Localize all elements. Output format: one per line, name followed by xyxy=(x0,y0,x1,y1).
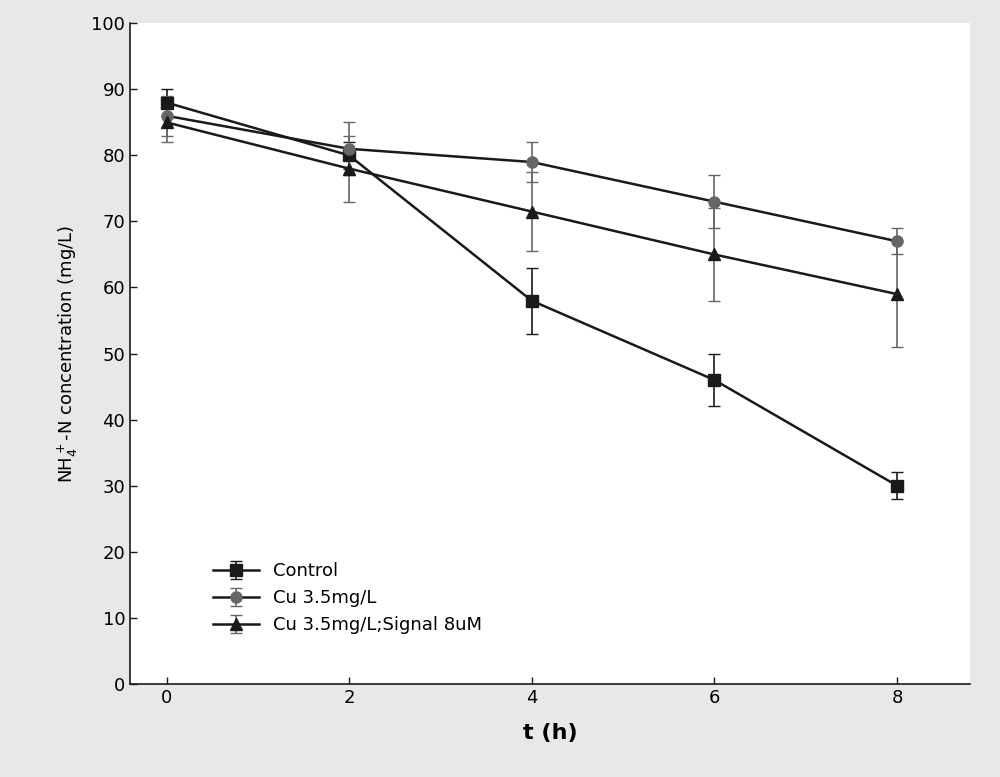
Y-axis label: NH$_4^+$-N concentration (mg/L): NH$_4^+$-N concentration (mg/L) xyxy=(56,225,80,483)
Legend: Control, Cu 3.5mg/L, Cu 3.5mg/L;Signal 8uM: Control, Cu 3.5mg/L, Cu 3.5mg/L;Signal 8… xyxy=(206,556,489,642)
X-axis label: t (h): t (h) xyxy=(523,723,577,744)
